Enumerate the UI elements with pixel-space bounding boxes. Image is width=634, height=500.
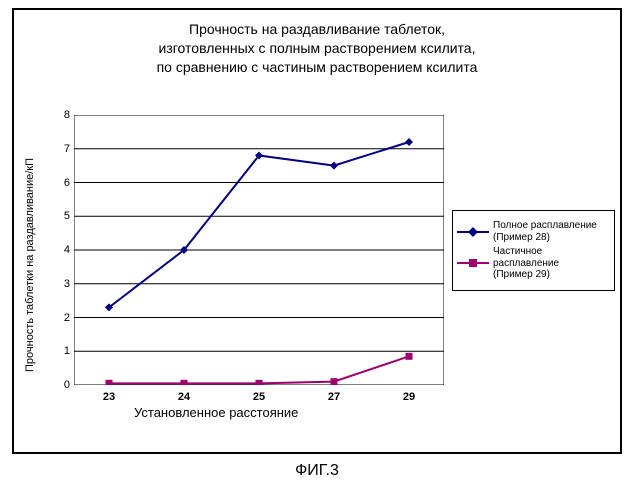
legend: Полное расплавление (Пример 28) Частично… bbox=[452, 210, 615, 291]
y-tick-label: 6 bbox=[50, 177, 70, 189]
y-tick-label: 5 bbox=[50, 210, 70, 222]
y-tick-label: 0 bbox=[50, 379, 70, 391]
y-tick-label: 3 bbox=[50, 278, 70, 290]
y-axis-label: Прочность таблетки на раздавливание/кП bbox=[24, 125, 40, 405]
y-tick-label: 2 bbox=[50, 312, 70, 324]
legend-label: Частичное расплавление (Пример 29) bbox=[493, 246, 610, 281]
chart-frame: Прочность на раздавливание таблеток, изг… bbox=[12, 8, 622, 454]
chart-title: Прочность на раздавливание таблеток, изг… bbox=[34, 20, 600, 77]
figure-caption: ФИГ.3 bbox=[0, 462, 634, 480]
legend-marker-diamond-icon bbox=[457, 225, 489, 239]
x-tick-label: 24 bbox=[169, 391, 199, 403]
title-line: изготовленных с полным растворением ксил… bbox=[159, 40, 476, 56]
x-axis-label: Установленное расстояние bbox=[134, 405, 298, 420]
legend-label: Полное расплавление (Пример 28) bbox=[493, 220, 597, 243]
plot-svg bbox=[74, 115, 444, 385]
legend-item: Частичное расплавление (Пример 29) bbox=[457, 246, 610, 281]
legend-item: Полное расплавление (Пример 28) bbox=[457, 220, 610, 243]
title-line: Прочность на раздавливание таблеток, bbox=[189, 21, 445, 37]
x-tick-label: 27 bbox=[319, 391, 349, 403]
y-tick-label: 1 bbox=[50, 345, 70, 357]
y-tick-label: 4 bbox=[50, 244, 70, 256]
legend-marker-square-icon bbox=[457, 256, 489, 270]
y-tick-label: 8 bbox=[50, 109, 70, 121]
y-tick-label: 7 bbox=[50, 143, 70, 155]
title-line: по сравнению с частиным растворением кси… bbox=[157, 59, 478, 75]
x-tick-label: 25 bbox=[244, 391, 274, 403]
x-tick-label: 23 bbox=[94, 391, 124, 403]
x-tick-label: 29 bbox=[394, 391, 424, 403]
plot-area: 012345678 2324252729 bbox=[74, 115, 444, 385]
